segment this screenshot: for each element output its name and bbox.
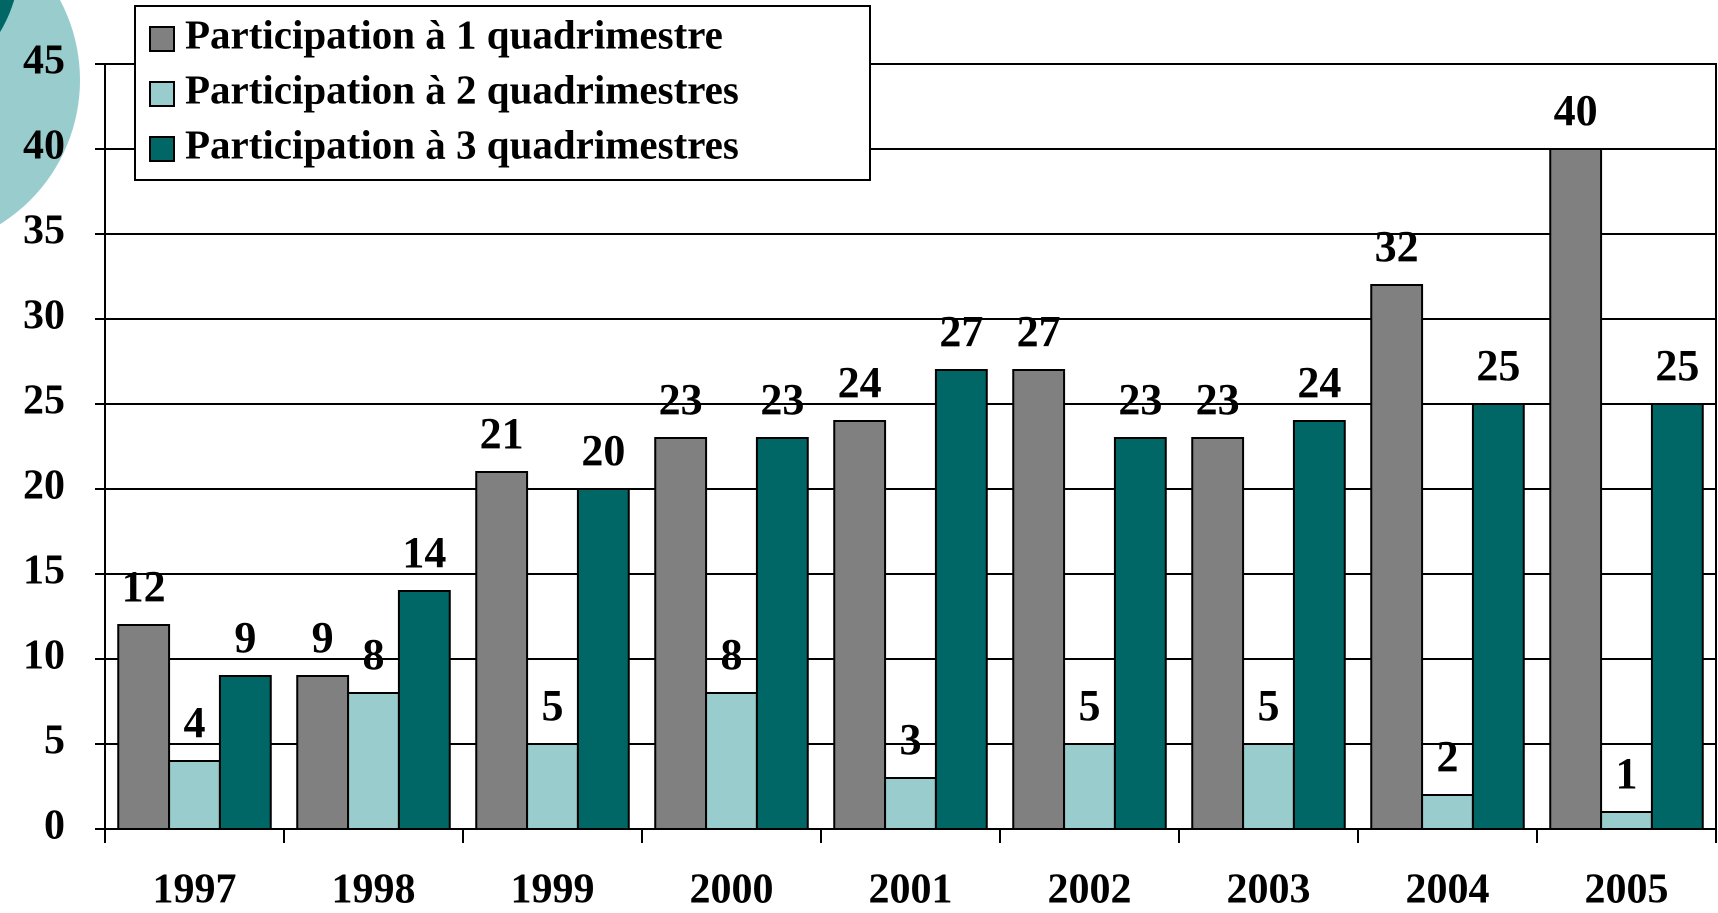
bar [1371, 285, 1422, 829]
legend-swatch [150, 27, 174, 51]
value-label: 21 [480, 409, 524, 458]
bar [936, 370, 987, 829]
value-label: 20 [581, 426, 625, 475]
y-tick-label: 15 [23, 548, 65, 594]
value-label: 23 [1196, 375, 1240, 424]
value-label: 23 [1118, 375, 1162, 424]
value-label: 32 [1375, 222, 1419, 271]
value-label: 23 [760, 375, 804, 424]
bar [220, 676, 271, 829]
value-label: 25 [1476, 341, 1520, 390]
legend-label: Participation à 3 quadrimestres [185, 121, 739, 167]
value-label: 24 [838, 358, 882, 407]
value-label: 27 [939, 307, 983, 356]
y-tick-label: 0 [44, 803, 65, 849]
legend-label: Participation à 1 quadrimestre [185, 11, 723, 57]
x-tick-label: 2001 [869, 867, 953, 913]
bar [1652, 404, 1703, 829]
value-label: 27 [1017, 307, 1061, 356]
value-label: 24 [1297, 358, 1341, 407]
value-label: 5 [1079, 681, 1101, 730]
bar [1294, 421, 1345, 829]
x-tick-label: 2005 [1585, 867, 1669, 913]
bar [1550, 149, 1601, 829]
bar [885, 778, 936, 829]
value-label: 1 [1616, 749, 1638, 798]
bar [399, 591, 450, 829]
y-tick-label: 45 [23, 38, 65, 84]
bar [834, 421, 885, 829]
x-tick-label: 1998 [332, 867, 416, 913]
bar [706, 693, 757, 829]
y-tick-label: 40 [23, 123, 65, 169]
bar [169, 761, 220, 829]
legend-swatch [150, 82, 174, 106]
legend-swatch [150, 137, 174, 161]
y-tick-label: 5 [44, 718, 65, 764]
value-label: 40 [1554, 86, 1598, 135]
value-label: 25 [1655, 341, 1699, 390]
bar [1243, 744, 1294, 829]
value-label: 9 [234, 613, 256, 662]
value-label: 9 [312, 613, 334, 662]
x-tick-label: 2002 [1048, 867, 1132, 913]
x-tick-label: 1997 [153, 867, 237, 913]
bar [297, 676, 348, 829]
y-tick-label: 25 [23, 378, 65, 424]
y-tick-label: 35 [23, 208, 65, 254]
x-tick-label: 2000 [690, 867, 774, 913]
legend-label: Participation à 2 quadrimestres [185, 66, 739, 112]
value-label: 5 [1258, 681, 1280, 730]
value-label: 12 [122, 562, 166, 611]
value-label: 8 [363, 630, 385, 679]
bar [655, 438, 706, 829]
x-tick-label: 1999 [511, 867, 595, 913]
bar [1115, 438, 1166, 829]
bar [1601, 812, 1652, 829]
bar [476, 472, 527, 829]
bar [1064, 744, 1115, 829]
bar [1013, 370, 1064, 829]
value-label: 8 [721, 630, 743, 679]
y-tick-label: 20 [23, 463, 65, 509]
value-label: 14 [402, 528, 446, 577]
bar [118, 625, 169, 829]
y-tick-label: 30 [23, 293, 65, 339]
value-label: 3 [900, 715, 922, 764]
value-label: 23 [659, 375, 703, 424]
bar [527, 744, 578, 829]
value-label: 2 [1437, 732, 1459, 781]
y-tick-label: 10 [23, 633, 65, 679]
bar [1473, 404, 1524, 829]
x-tick-label: 2003 [1227, 867, 1311, 913]
bar [757, 438, 808, 829]
chart: 0510152025303540451997124919989814199921… [0, 0, 1718, 913]
value-label: 5 [542, 681, 564, 730]
x-tick-label: 2004 [1406, 867, 1490, 913]
bar [348, 693, 399, 829]
bar [1422, 795, 1473, 829]
bar [578, 489, 629, 829]
bar [1192, 438, 1243, 829]
value-label: 4 [184, 698, 206, 747]
